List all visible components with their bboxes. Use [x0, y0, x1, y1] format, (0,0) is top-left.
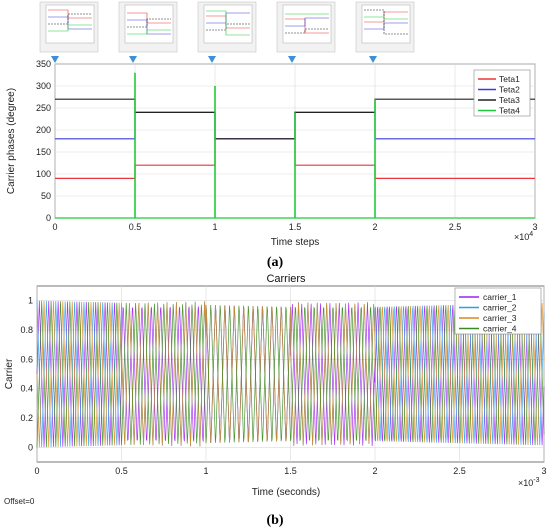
chart-b-y-tick-label: 0.2	[20, 413, 33, 423]
zoom-inset-trace	[206, 10, 250, 36]
chart-b-y-axis-label: Carrier	[4, 358, 15, 389]
zoom-marker-icon	[369, 56, 377, 63]
chart-b-x-tick-label: 2.5	[453, 466, 466, 476]
zoom-inset-trace	[364, 16, 408, 20]
zoom-inset-trace	[48, 24, 92, 32]
zoom-marker-icon	[288, 56, 296, 63]
series-carrier-3-line	[36, 300, 545, 448]
chart-a-x-tick-labels: 0 0.5 1 1.5 2 2.5 3	[52, 222, 537, 232]
zoom-inset-plot	[361, 4, 411, 44]
chart-a-y-tick-label: 50	[41, 191, 51, 201]
series-carrier-4-line	[36, 300, 545, 448]
chart-b-carriers: Carriers 0 0.5 1 1.5 2 2.5 3 0 0.2 0.4 0.6 0.8 1 Ti…	[4, 273, 547, 528]
zoom-marker-icon	[208, 56, 216, 63]
chart-a-x-exponent: ×104	[514, 231, 533, 242]
zoom-marker-icon	[129, 56, 137, 63]
zoom-inset-trace	[127, 18, 171, 28]
chart-b-y-tick-label: 0.6	[20, 354, 33, 364]
chart-b-caption: (b)	[266, 513, 283, 528]
chart-a-x-tick-label: 3	[532, 222, 537, 232]
chart-b-x-tick-label: 0.5	[115, 466, 128, 476]
chart-b-x-exponent: ×10-3	[518, 477, 540, 488]
chart-a-y-tick-labels: 0 50 100 150 200 250 300 350	[36, 59, 51, 223]
chart-a-y-tick-label: 100	[36, 169, 51, 179]
zoom-inset-trace	[285, 28, 329, 34]
chart-b-title: Carriers	[266, 273, 306, 285]
zoom-insets	[39, 1, 415, 63]
chart-a-y-tick-label: 0	[46, 213, 51, 223]
chart-a-x-tick-label: 0.5	[129, 222, 142, 232]
chart-b-x-tick-label: 2	[372, 466, 377, 476]
chart-a-x-tick-label: 2.5	[449, 222, 462, 232]
chart-a-x-tick-label: 2	[372, 222, 377, 232]
zoom-inset-trace	[48, 13, 92, 25]
chart-b-y-tick-label: 0.4	[20, 384, 33, 394]
chart-b-x-tick-label: 3	[541, 466, 546, 476]
chart-a-x-tick-label: 1.5	[289, 222, 302, 232]
chart-a-carrier-phases: 0 0.5 1 1.5 2 2.5 3 0 50 100 150 200 250 300 350 Time…	[6, 59, 538, 270]
chart-a-legend-entry: Teta2	[499, 85, 520, 95]
chart-b-offset-label: Offset=0	[4, 497, 35, 506]
chart-b-x-tick-label: 0	[34, 466, 39, 476]
chart-b-y-tick-labels: 0 0.2 0.4 0.6 0.8 1	[20, 296, 33, 453]
chart-a-x-axis-label: Time steps	[271, 237, 320, 248]
chart-b-y-tick-label: 0.8	[20, 325, 33, 335]
zoom-inset-trace	[127, 12, 171, 24]
chart-a-legend-box	[473, 69, 531, 117]
chart-a-x-tick-label: 1	[212, 222, 217, 232]
chart-a-x-tick-label: 0	[52, 222, 57, 232]
chart-b-legend-box	[454, 287, 542, 335]
chart-b-legend-entry: carrier_1	[483, 292, 517, 302]
chart-b-legend-entry: carrier_2	[483, 303, 517, 313]
chart-b-y-tick-label: 0	[28, 442, 33, 452]
chart-a-y-tick-label: 200	[36, 125, 51, 135]
zoom-inset-trace	[127, 29, 171, 35]
zoom-inset-plot	[45, 4, 95, 44]
chart-b-legend-entry: carrier_3	[483, 313, 517, 323]
chart-a-legend-entry: Teta4	[499, 106, 520, 116]
chart-b-y-tick-label: 1	[28, 296, 33, 306]
zoom-inset-trace	[364, 9, 408, 35]
chart-a-y-tick-label: 350	[36, 59, 51, 69]
chart-a-legend-entry: Teta1	[499, 74, 520, 84]
zoom-inset-plot	[124, 4, 174, 44]
chart-b-x-tick-label: 1.5	[284, 466, 297, 476]
chart-b-x-axis-label: Time (seconds)	[252, 487, 321, 498]
chart-a-series	[55, 72, 535, 219]
chart-b-legend-entry: carrier_4	[483, 324, 517, 334]
chart-b-x-tick-label: 1	[203, 466, 208, 476]
chart-a-y-tick-label: 250	[36, 103, 51, 113]
chart-a-legend-entry: Teta3	[499, 95, 520, 105]
chart-a-y-axis-label: Carrier phases (degree)	[6, 88, 17, 194]
chart-b-x-tick-labels: 0 0.5 1 1.5 2 2.5 3	[34, 466, 546, 476]
zoom-marker-icon	[51, 56, 59, 63]
chart-a-y-tick-label: 150	[36, 147, 51, 157]
zoom-inset-trace	[285, 17, 329, 27]
zoom-inset-plot	[282, 4, 332, 44]
chart-a-y-tick-label: 300	[36, 81, 51, 91]
chart-a-caption: (a)	[267, 255, 284, 270]
